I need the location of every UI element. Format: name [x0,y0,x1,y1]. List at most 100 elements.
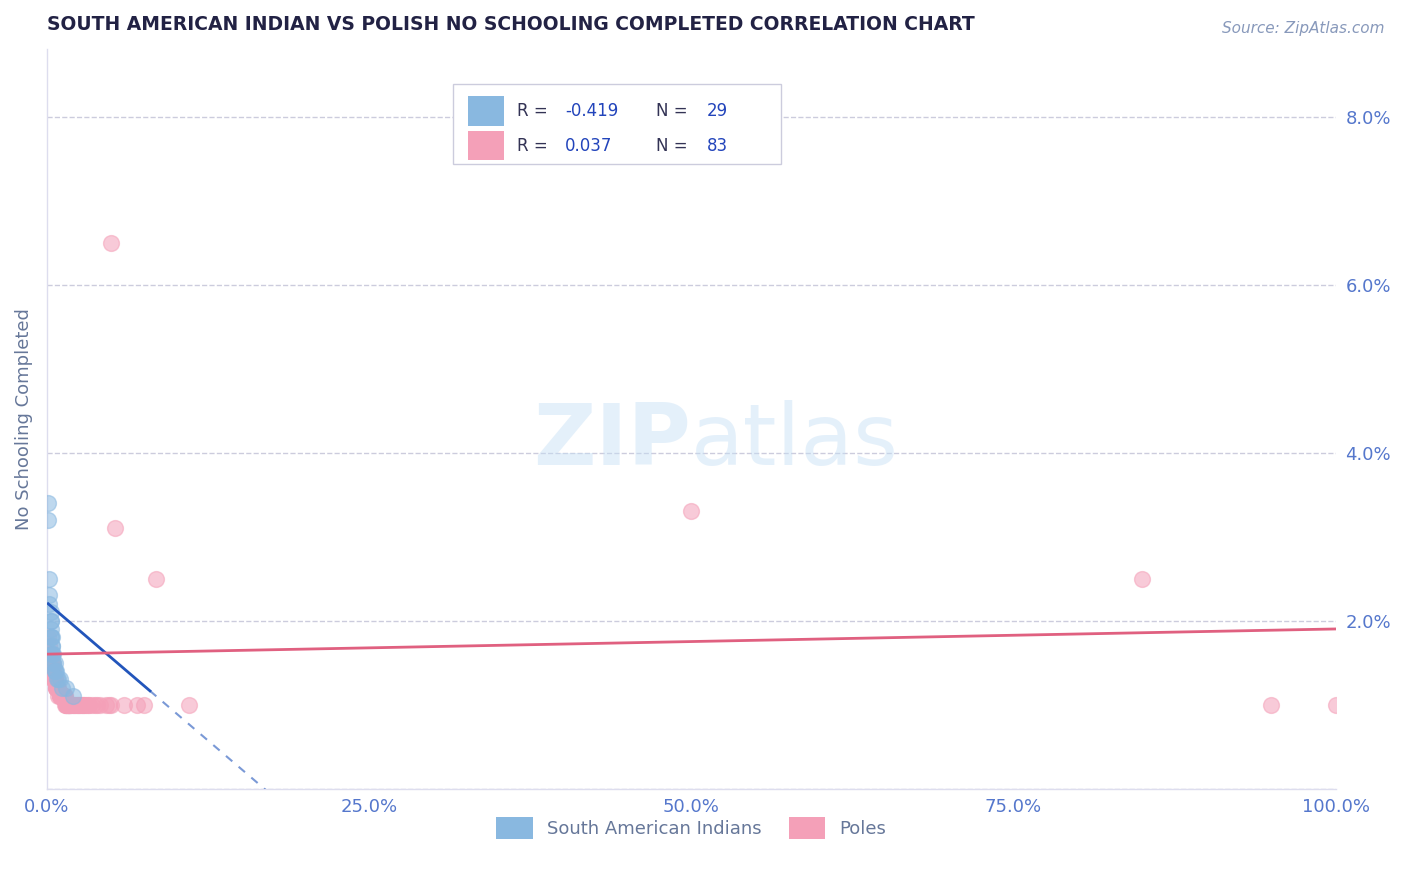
Point [79,698,101,712]
Point [37,631,59,645]
Point [104,521,127,535]
Point [48,681,70,695]
Point [59,698,82,712]
Point [44,664,66,678]
Point [39,656,62,670]
Point [42,664,65,678]
Text: R =: R = [517,136,554,154]
Point [51,681,73,695]
Point [96,698,118,712]
Point [53,689,76,703]
Point [66,698,89,712]
Point [39,614,62,628]
Point [45,681,67,695]
Point [39,631,62,645]
Point [42,656,65,670]
Point [51,689,73,703]
Point [49,673,72,687]
FancyBboxPatch shape [468,131,505,161]
Point [67,698,90,712]
Point [39,614,62,628]
Point [89,698,111,712]
Point [72,698,94,712]
Point [48,673,70,687]
Point [63,698,86,712]
Point [49,689,72,703]
Point [1260,698,1282,712]
Point [38,639,60,653]
Point [41,647,63,661]
Point [100,235,122,250]
Y-axis label: No Schooling Completed: No Schooling Completed [15,308,32,530]
Point [56,698,79,712]
Point [52,689,75,703]
Point [44,673,66,687]
Point [80,698,103,712]
Point [44,673,66,687]
Point [38,647,60,661]
FancyBboxPatch shape [453,84,782,164]
Text: Source: ZipAtlas.com: Source: ZipAtlas.com [1222,21,1385,36]
Text: 83: 83 [707,136,728,154]
Point [145,572,167,586]
Point [46,681,69,695]
Point [53,698,76,712]
Point [45,664,67,678]
Point [127,698,149,712]
Point [48,681,70,695]
Point [55,698,77,712]
Text: ZIP: ZIP [533,400,692,483]
Point [55,681,77,695]
Point [100,698,122,712]
Point [53,689,76,703]
Point [48,689,70,703]
Point [42,647,65,661]
Text: N =: N = [657,102,693,120]
Point [83,698,105,712]
Point [177,698,200,712]
Point [73,698,96,712]
Point [58,698,80,712]
Point [1324,698,1347,712]
Legend: South American Indians, Poles: South American Indians, Poles [489,810,893,846]
Point [65,698,87,712]
Point [52,689,75,703]
Point [37,496,59,510]
Point [42,673,65,687]
Point [75,698,97,712]
Point [41,647,63,661]
Point [39,605,62,619]
Text: 29: 29 [707,102,728,120]
Point [44,656,66,670]
Point [41,664,63,678]
Point [49,689,72,703]
Point [39,656,62,670]
Point [49,689,72,703]
Text: N =: N = [657,136,693,154]
Point [39,631,62,645]
Point [42,664,65,678]
Point [49,689,72,703]
Point [38,588,60,602]
Point [60,698,83,712]
Point [56,698,79,712]
Point [46,681,69,695]
Point [69,698,91,712]
Point [44,673,66,687]
Point [46,681,69,695]
Point [42,673,65,687]
Point [70,698,93,712]
Point [112,698,135,712]
Text: -0.419: -0.419 [565,102,619,120]
Point [45,681,67,695]
Point [97,698,120,712]
Point [37,513,59,527]
Point [44,664,66,678]
Point [39,622,62,636]
Text: SOUTH AMERICAN INDIAN VS POLISH NO SCHOOLING COMPLETED CORRELATION CHART: SOUTH AMERICAN INDIAN VS POLISH NO SCHOO… [46,15,974,34]
Point [41,656,63,670]
Point [41,631,63,645]
Point [39,647,62,661]
Point [51,689,73,703]
Point [41,656,63,670]
